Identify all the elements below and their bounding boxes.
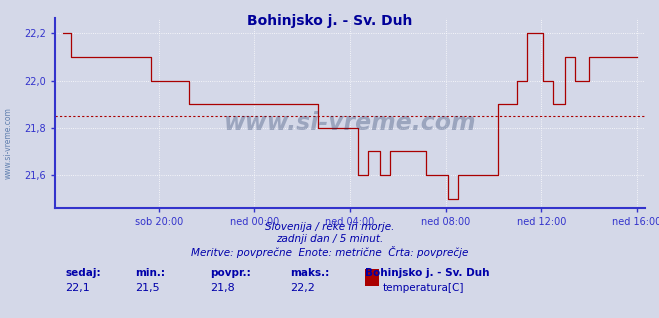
Text: 22,1: 22,1	[65, 283, 90, 293]
Text: Meritve: povprečne  Enote: metrične  Črta: povprečje: Meritve: povprečne Enote: metrične Črta:…	[191, 246, 468, 258]
Text: Bohinjsko j. - Sv. Duh: Bohinjsko j. - Sv. Duh	[247, 14, 412, 28]
Text: sedaj:: sedaj:	[65, 268, 101, 278]
Text: min.:: min.:	[135, 268, 165, 278]
Text: Slovenija / reke in morje.: Slovenija / reke in morje.	[265, 222, 394, 232]
Text: 21,8: 21,8	[210, 283, 235, 293]
Text: temperatura[C]: temperatura[C]	[383, 283, 465, 293]
Text: www.si-vreme.com: www.si-vreme.com	[223, 110, 476, 135]
Text: www.si-vreme.com: www.si-vreme.com	[3, 107, 13, 179]
Text: povpr.:: povpr.:	[210, 268, 251, 278]
Text: maks.:: maks.:	[290, 268, 330, 278]
Text: 22,2: 22,2	[290, 283, 315, 293]
Text: Bohinjsko j. - Sv. Duh: Bohinjsko j. - Sv. Duh	[365, 268, 490, 278]
Text: zadnji dan / 5 minut.: zadnji dan / 5 minut.	[276, 234, 383, 244]
Text: 21,5: 21,5	[135, 283, 159, 293]
